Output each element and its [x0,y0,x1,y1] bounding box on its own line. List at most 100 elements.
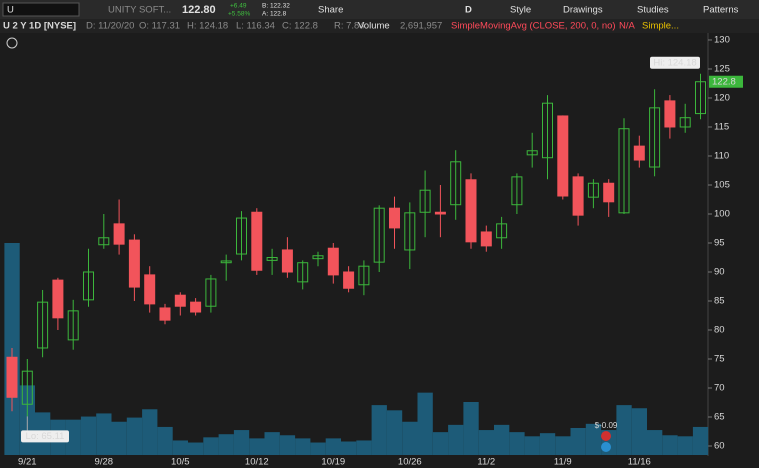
volume-bar [432,432,449,455]
candle-body [587,182,599,198]
studies[interactable]: Studies [637,5,669,16]
volume-bar [249,438,265,455]
volume-bar [570,427,586,455]
range: R: 7.84 [334,21,365,32]
candle-body [404,212,416,251]
lo-box [21,430,69,443]
y-tick-label: 120 [714,92,730,103]
volume-bar [157,426,173,455]
study: SimpleMovingAvg (CLOSE, 200, 0, no) [451,21,616,32]
hi-label: Hi: 124.18 [653,57,696,68]
volume-bar [539,433,556,455]
volume-bar [524,436,540,455]
volume-bar [80,416,97,455]
candle-body [312,255,324,260]
candle-body [496,223,508,239]
candle-body [450,161,462,206]
candle-body [21,370,33,405]
candle-body [52,279,64,319]
candle-body [695,81,706,115]
x-tick-label: 10/5 [171,457,190,468]
candle-body [679,117,691,128]
low: L: 116.34 [236,21,275,32]
x-tick-label: 9/28 [95,457,114,468]
share[interactable]: Share [318,5,343,16]
earnings-label: $-0.09 [595,421,618,430]
y-tick-label: 100 [714,209,730,220]
candle-body [190,301,202,313]
study2: Simple... [642,21,679,32]
hi-box [650,56,700,69]
y-tick-label: 65 [714,412,725,423]
x-tick-label: 11/16 [628,457,651,468]
aggregation[interactable]: D [465,5,472,16]
y-tick-label: 80 [714,325,725,336]
close: C: 122.8 [282,21,318,32]
toolbar [0,0,759,19]
volume-bar [478,430,494,455]
volume-bar [295,438,311,455]
candle-body [159,307,171,321]
volume-bar [509,432,525,455]
volume-bar [279,435,296,455]
company: UNITY SOFT... [108,5,171,16]
candle-body [511,176,523,206]
y-tick-label: 115 [714,121,729,132]
candle-body [266,256,278,261]
volume-bar [142,409,158,455]
volume-bar [386,410,403,455]
style[interactable]: Style [510,5,531,16]
volume-bar [616,405,632,455]
info-bar [0,19,759,33]
candle-body [419,189,431,213]
volume: 2,691,957 [400,21,442,32]
y-tick-label: 110 [714,151,729,162]
volume-bar [371,405,387,455]
candle-body [174,294,186,307]
symbol-box[interactable] [2,2,80,17]
x-tick-label: 11/9 [554,457,572,468]
candle-body [434,211,446,215]
candle-body [343,271,355,289]
x-tick-label: 11/2 [477,457,495,468]
open: O: 117.31 [139,21,180,32]
candle-body [649,107,661,168]
change-pct: +5.58% [228,11,250,18]
candle-body [542,102,553,159]
last-price-box [709,75,743,88]
x-tick-label: 9/21 [18,457,37,468]
earnings-icon [601,431,611,441]
volume-bar [647,430,663,455]
volume-bar [126,417,143,455]
volume-bar [417,392,433,455]
drawings[interactable]: Drawings [563,5,603,16]
alert-icon[interactable] [6,37,18,49]
volume-bar [96,413,112,455]
volume-bar [188,442,204,455]
candle-body [98,237,110,246]
volume-bar [402,421,418,455]
volume-bar [203,437,219,455]
x-tick-label: 10/19 [321,457,345,468]
change: +6.49 [230,3,247,10]
candle-body [327,247,339,276]
candle-body [113,223,125,245]
price: 122.80 [182,4,216,16]
candle-body [373,207,385,263]
patterns[interactable]: Patterns [703,5,739,16]
volume-bar [662,435,678,455]
candle-body [557,115,569,197]
candle-body [6,356,18,398]
candle-body [236,217,247,255]
candle-body [67,310,79,341]
candle-body [251,211,263,271]
volume-bar [310,442,326,455]
x-tick-label: 10/26 [398,457,422,468]
volume-bar [341,441,357,455]
candle-body [618,128,630,214]
volume-bar [555,436,571,455]
candle-body [664,100,676,128]
y-tick-label: 130 [714,34,730,45]
